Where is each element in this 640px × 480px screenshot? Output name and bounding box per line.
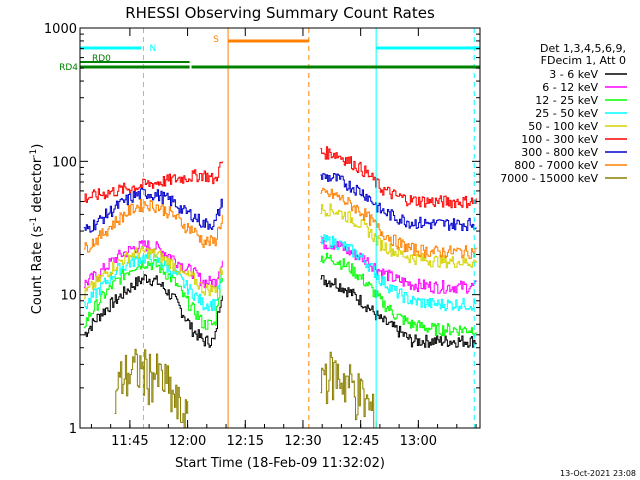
series-3-line bbox=[83, 252, 477, 337]
flag-s-label: S bbox=[213, 35, 219, 45]
y-axis-label: Count Rate (s-1 detector-1) bbox=[29, 144, 45, 315]
series-4-segment-1 bbox=[83, 252, 223, 312]
legend: Det 1,3,4,5,6,9,FDecim 1, Att 03 - 6 keV… bbox=[500, 42, 627, 185]
legend-label-6: 100 - 300 keV bbox=[521, 133, 598, 146]
y-axis-label-end: ) bbox=[30, 144, 45, 149]
legend-label-4: 25 - 50 keV bbox=[535, 107, 598, 120]
series-6-line bbox=[83, 146, 477, 209]
series-4-segment-2 bbox=[320, 234, 477, 312]
flag-rd4-label: RD4 bbox=[59, 63, 78, 73]
legend-item-8: 800 - 7000 keV bbox=[514, 159, 627, 172]
series-9-segment-1 bbox=[114, 348, 189, 428]
legend-header-2: FDecim 1, Att 0 bbox=[541, 54, 626, 67]
flag-rd0-label: RD0 bbox=[92, 54, 111, 64]
series-1-segment-2 bbox=[320, 275, 477, 348]
series-4-line bbox=[83, 234, 477, 312]
series-3-segment-2 bbox=[320, 252, 477, 337]
legend-item-3: 12 - 25 keV bbox=[535, 94, 627, 107]
legend-label-5: 50 - 100 keV bbox=[528, 120, 598, 133]
legend-item-7: 300 - 800 keV bbox=[521, 146, 627, 159]
flag-rd0: RD0 bbox=[80, 54, 190, 64]
legend-item-5: 50 - 100 keV bbox=[528, 120, 627, 133]
y-axis-label-sup1: -1 bbox=[29, 217, 39, 226]
legend-item-6: 100 - 300 keV bbox=[521, 133, 627, 146]
flag-s: S bbox=[213, 35, 309, 45]
flag-bars: N RD0 RD4 S bbox=[59, 35, 480, 73]
legend-item-1: 3 - 6 keV bbox=[549, 68, 627, 81]
series-9-line bbox=[114, 348, 377, 428]
series-7-segment-1 bbox=[83, 188, 223, 233]
y-tick-label-3: 100 bbox=[52, 155, 77, 170]
series-5-segment-2 bbox=[320, 203, 477, 269]
flag-n: N bbox=[80, 44, 480, 54]
series-7-segment-2 bbox=[320, 173, 477, 231]
legend-header-1: Det 1,3,4,5,6,9, bbox=[540, 42, 626, 55]
plot-frame bbox=[79, 27, 481, 429]
y-axis-label-main: Count Rate (s bbox=[30, 226, 45, 315]
x-axis-label: Start Time (18-Feb-09 11:32:02) bbox=[175, 456, 385, 471]
flag-n-label: N bbox=[149, 44, 156, 54]
series-lines bbox=[83, 146, 477, 428]
x-tick-label-2: 12:00 bbox=[169, 434, 206, 449]
series-9-segment-2 bbox=[320, 351, 377, 428]
y-tick-label-2: 10 bbox=[60, 289, 77, 304]
flag-rd4: RD4 bbox=[59, 63, 480, 73]
chart-title: RHESSI Observing Summary Count Rates bbox=[125, 4, 435, 22]
y-tick-label-4: 1000 bbox=[44, 22, 77, 37]
mode-lines bbox=[79, 28, 475, 428]
series-6-segment-1 bbox=[83, 161, 223, 203]
y-tick-label-1: 1 bbox=[69, 422, 77, 437]
legend-label-2: 6 - 12 keV bbox=[542, 81, 598, 94]
series-8-segment-1 bbox=[83, 199, 223, 253]
x-tick-label-3: 12:15 bbox=[227, 434, 264, 449]
y-axis-label-mid: detector bbox=[30, 157, 45, 217]
legend-item-9: 7000 - 15000 keV bbox=[500, 172, 627, 185]
legend-item-4: 25 - 50 keV bbox=[535, 107, 627, 120]
series-8-segment-2 bbox=[320, 187, 477, 259]
x-tick-label-1: 11:45 bbox=[111, 434, 148, 449]
series-6-segment-2 bbox=[320, 146, 477, 209]
timestamp: 13-Oct-2021 23:08 bbox=[560, 469, 636, 478]
series-5-line bbox=[83, 203, 477, 300]
legend-label-7: 300 - 800 keV bbox=[521, 146, 598, 159]
axes: 11:45 12:00 12:15 12:30 12:45 13:00 1 10 100 1000 bbox=[44, 22, 481, 449]
x-tick-label-5: 12:45 bbox=[342, 434, 379, 449]
series-7-line bbox=[83, 173, 477, 233]
y-axis-label-sup2: -1 bbox=[29, 149, 39, 158]
legend-label-1: 3 - 6 keV bbox=[549, 68, 598, 81]
legend-label-8: 800 - 7000 keV bbox=[514, 159, 598, 172]
series-5-segment-1 bbox=[83, 246, 223, 300]
series-8-line bbox=[83, 187, 477, 259]
series-1-line bbox=[83, 274, 477, 348]
series-1-segment-1 bbox=[83, 274, 223, 348]
legend-label-3: 12 - 25 keV bbox=[535, 94, 598, 107]
legend-item-2: 6 - 12 keV bbox=[542, 81, 627, 94]
legend-label-9: 7000 - 15000 keV bbox=[500, 172, 598, 185]
x-tick-label-6: 13:00 bbox=[400, 434, 437, 449]
x-tick-label-4: 12:30 bbox=[284, 434, 321, 449]
